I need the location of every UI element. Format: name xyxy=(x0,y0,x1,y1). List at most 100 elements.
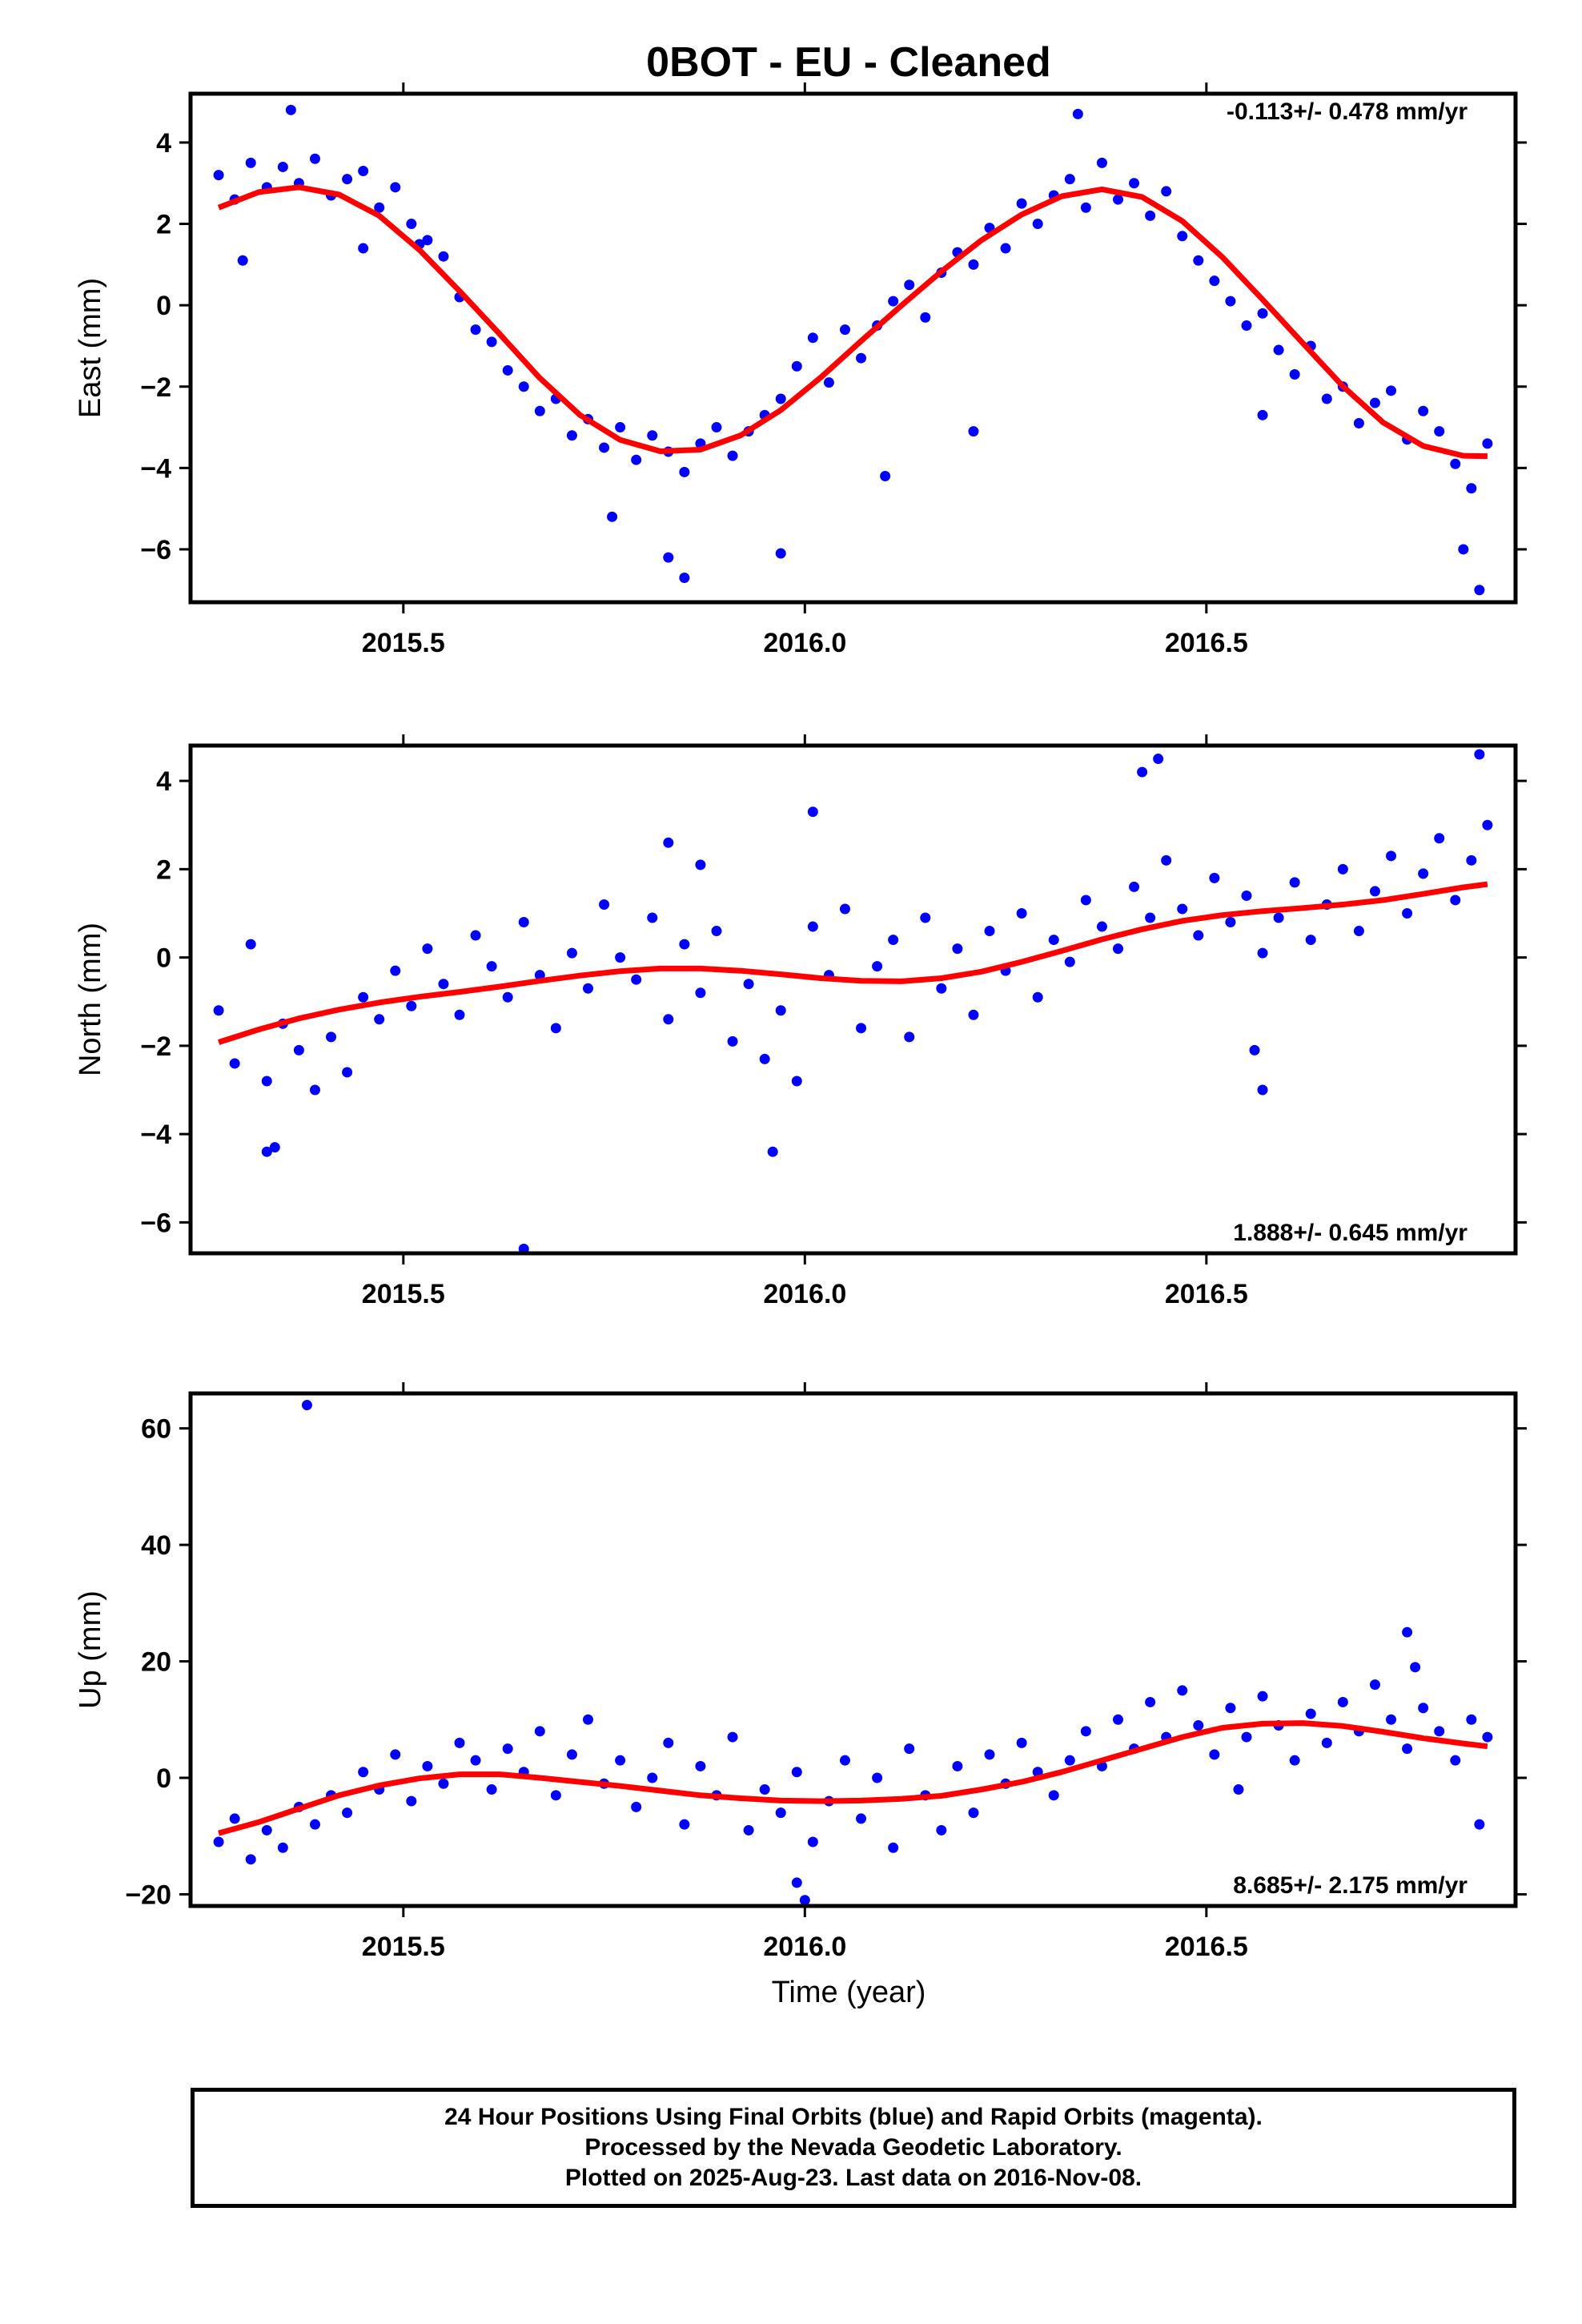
up-data-point xyxy=(566,1749,577,1760)
east-data-point xyxy=(663,552,674,563)
east-data-point xyxy=(237,255,248,266)
north-data-point xyxy=(1249,1044,1260,1055)
east-data-point xyxy=(1145,210,1156,221)
north-data-point xyxy=(1193,930,1204,941)
up-y-tick-label: 40 xyxy=(141,1530,171,1561)
up-data-point xyxy=(1209,1749,1220,1760)
up-data-point xyxy=(229,1813,240,1824)
north-data-point xyxy=(1137,766,1148,778)
north-data-point xyxy=(663,837,674,848)
east-data-point xyxy=(856,352,867,364)
north-data-point xyxy=(261,1146,272,1157)
north-data-point xyxy=(1080,895,1091,906)
east-data-point xyxy=(438,251,449,262)
east-y-tick-label: −6 xyxy=(140,535,171,565)
north-data-point xyxy=(743,979,754,990)
east-frame xyxy=(188,91,1518,605)
up-data-point xyxy=(301,1400,312,1411)
north-data-point xyxy=(1064,956,1075,967)
north-data-point xyxy=(872,961,883,972)
north-data-point xyxy=(502,991,513,1003)
north-data-point xyxy=(1225,917,1236,928)
up-data-point xyxy=(277,1842,288,1853)
up-data-point xyxy=(791,1877,802,1888)
east-data-point xyxy=(390,182,401,193)
north-y-tick-label: −2 xyxy=(140,1031,171,1062)
north-data-point xyxy=(727,1035,738,1047)
up-data-point xyxy=(1321,1737,1332,1748)
up-x-tick-label: 2015.5 xyxy=(362,1932,445,1962)
up-data-point xyxy=(799,1895,810,1906)
up-data-point xyxy=(1080,1726,1091,1737)
north-data-point xyxy=(1113,943,1123,955)
up-data-point xyxy=(1386,1714,1397,1725)
up-y-tick-label: 60 xyxy=(141,1414,171,1445)
up-data-point xyxy=(727,1731,738,1743)
up-data-point xyxy=(534,1726,545,1737)
north-data-point xyxy=(807,806,818,818)
panel-east: 2015.5 2016.0 2016.5 −6 −4 −2 0 2 4 East (mm) -0.1… xyxy=(74,82,1527,658)
east-data-point xyxy=(880,471,891,482)
up-data-point xyxy=(1016,1737,1027,1748)
north-data-point xyxy=(904,1031,915,1043)
up-data-point xyxy=(1064,1755,1075,1766)
up-data-point xyxy=(1177,1685,1188,1696)
up-data-point xyxy=(1337,1696,1348,1707)
footer-line-1: 24 Hour Positions Using Final Orbits (bl… xyxy=(444,2104,1263,2130)
up-data-point xyxy=(1482,1731,1493,1743)
up-data-point xyxy=(647,1772,658,1783)
east-data-point xyxy=(1113,194,1123,205)
north-data-point xyxy=(261,1076,272,1087)
east-data-point xyxy=(1273,344,1284,356)
north-data-point xyxy=(470,930,481,941)
east-data-point xyxy=(839,324,850,336)
up-data-point xyxy=(550,1790,561,1801)
north-data-point xyxy=(438,979,449,990)
figure-title: 0BOT - EU - Cleaned xyxy=(646,39,1051,86)
east-data-point xyxy=(711,422,722,433)
up-data-point xyxy=(759,1784,770,1795)
east-data-point xyxy=(534,405,545,416)
north-data-point xyxy=(566,947,577,959)
north-data-point xyxy=(775,1005,786,1016)
north-data-point xyxy=(422,943,433,955)
east-data-point xyxy=(486,336,497,348)
east-data-point xyxy=(615,422,626,433)
up-data-point xyxy=(856,1813,867,1824)
east-data-point xyxy=(1353,417,1364,428)
east-data-point xyxy=(358,243,369,254)
east-data-point xyxy=(1369,397,1380,408)
up-data-point xyxy=(1434,1726,1445,1737)
north-data-point xyxy=(293,1044,304,1055)
up-data-point xyxy=(309,1819,320,1830)
up-data-point xyxy=(358,1767,369,1778)
east-data-point xyxy=(518,381,529,392)
east-data-point xyxy=(1321,393,1332,404)
east-data-point xyxy=(1000,243,1011,254)
north-data-point xyxy=(1209,872,1220,883)
up-data-point xyxy=(807,1836,818,1848)
north-data-point xyxy=(390,965,401,976)
north-data-point xyxy=(1418,868,1429,879)
up-data-point xyxy=(1450,1755,1461,1766)
up-data-point xyxy=(968,1807,979,1819)
north-y-tick-label: 0 xyxy=(156,943,171,974)
east-data-point xyxy=(285,104,296,115)
north-data-point xyxy=(1153,754,1164,765)
east-data-point xyxy=(1257,308,1268,319)
up-data-point xyxy=(904,1743,915,1755)
up-data-point xyxy=(1048,1790,1059,1801)
east-data-point xyxy=(1466,483,1477,494)
up-data-point xyxy=(1193,1720,1204,1731)
up-data-point xyxy=(390,1749,401,1760)
east-data-point xyxy=(888,296,899,307)
up-data-point xyxy=(486,1784,497,1795)
north-rate-label: 1.888+/- 0.645 mm/yr xyxy=(1233,1220,1468,1246)
north-data-point xyxy=(326,1031,337,1043)
north-data-point xyxy=(550,1023,561,1034)
up-y-tick-label: −20 xyxy=(125,1880,171,1910)
north-data-point xyxy=(767,1146,778,1157)
north-x-tick-label: 2016.5 xyxy=(1165,1279,1248,1309)
up-data-point xyxy=(615,1755,626,1766)
north-data-point xyxy=(663,1014,674,1025)
